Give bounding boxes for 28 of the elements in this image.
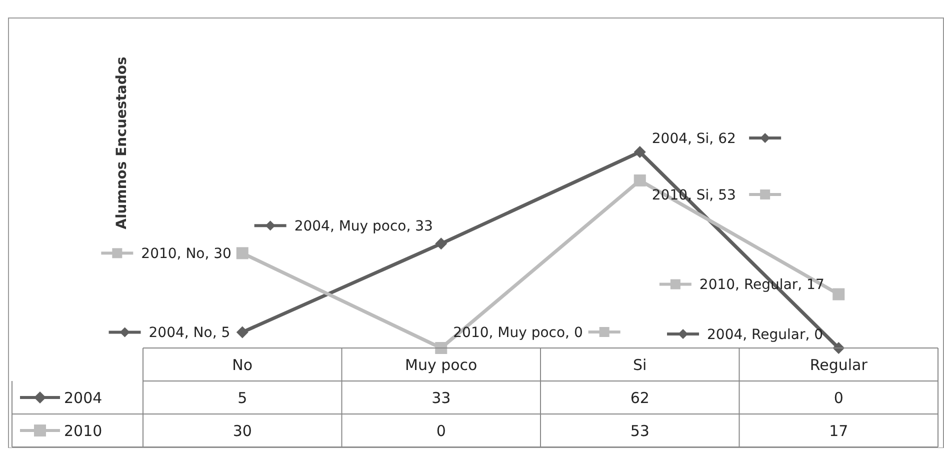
point [832, 288, 845, 300]
data-label: 17 [829, 422, 848, 440]
annotation: 2004, Muy poco, 33 [294, 218, 433, 235]
annotation: 2010, Muy poco, 0 [453, 324, 583, 341]
point [236, 247, 248, 260]
annotation: 2010, No, 30 [141, 246, 232, 262]
data-label: 53 [630, 422, 650, 440]
data-label: 30 [232, 422, 252, 440]
point [236, 326, 248, 338]
point [435, 238, 448, 250]
x-tick-label: Si [633, 356, 647, 374]
data-label: 0 [436, 422, 446, 440]
point [634, 174, 646, 186]
annotation: 2004, Si, 62 [652, 130, 736, 147]
data-label: 33 [432, 388, 451, 407]
x-tick-label: No [232, 356, 253, 374]
x-tick-label: Regular [810, 356, 868, 374]
data-label: 0 [834, 388, 844, 407]
data-label: 62 [630, 388, 650, 407]
data-label: 5 [238, 388, 248, 407]
point [435, 342, 448, 354]
legend-label: 2010 [64, 422, 102, 440]
annotation: 2004, Regular, 0 [707, 326, 824, 343]
point [634, 146, 646, 158]
y-axis-title: Alumnos Encuestados [114, 56, 130, 230]
annotation: 2004, No, 5 [148, 325, 230, 342]
x-tick-label: Muy poco [405, 356, 478, 374]
legend-label: 2004 [64, 388, 102, 407]
